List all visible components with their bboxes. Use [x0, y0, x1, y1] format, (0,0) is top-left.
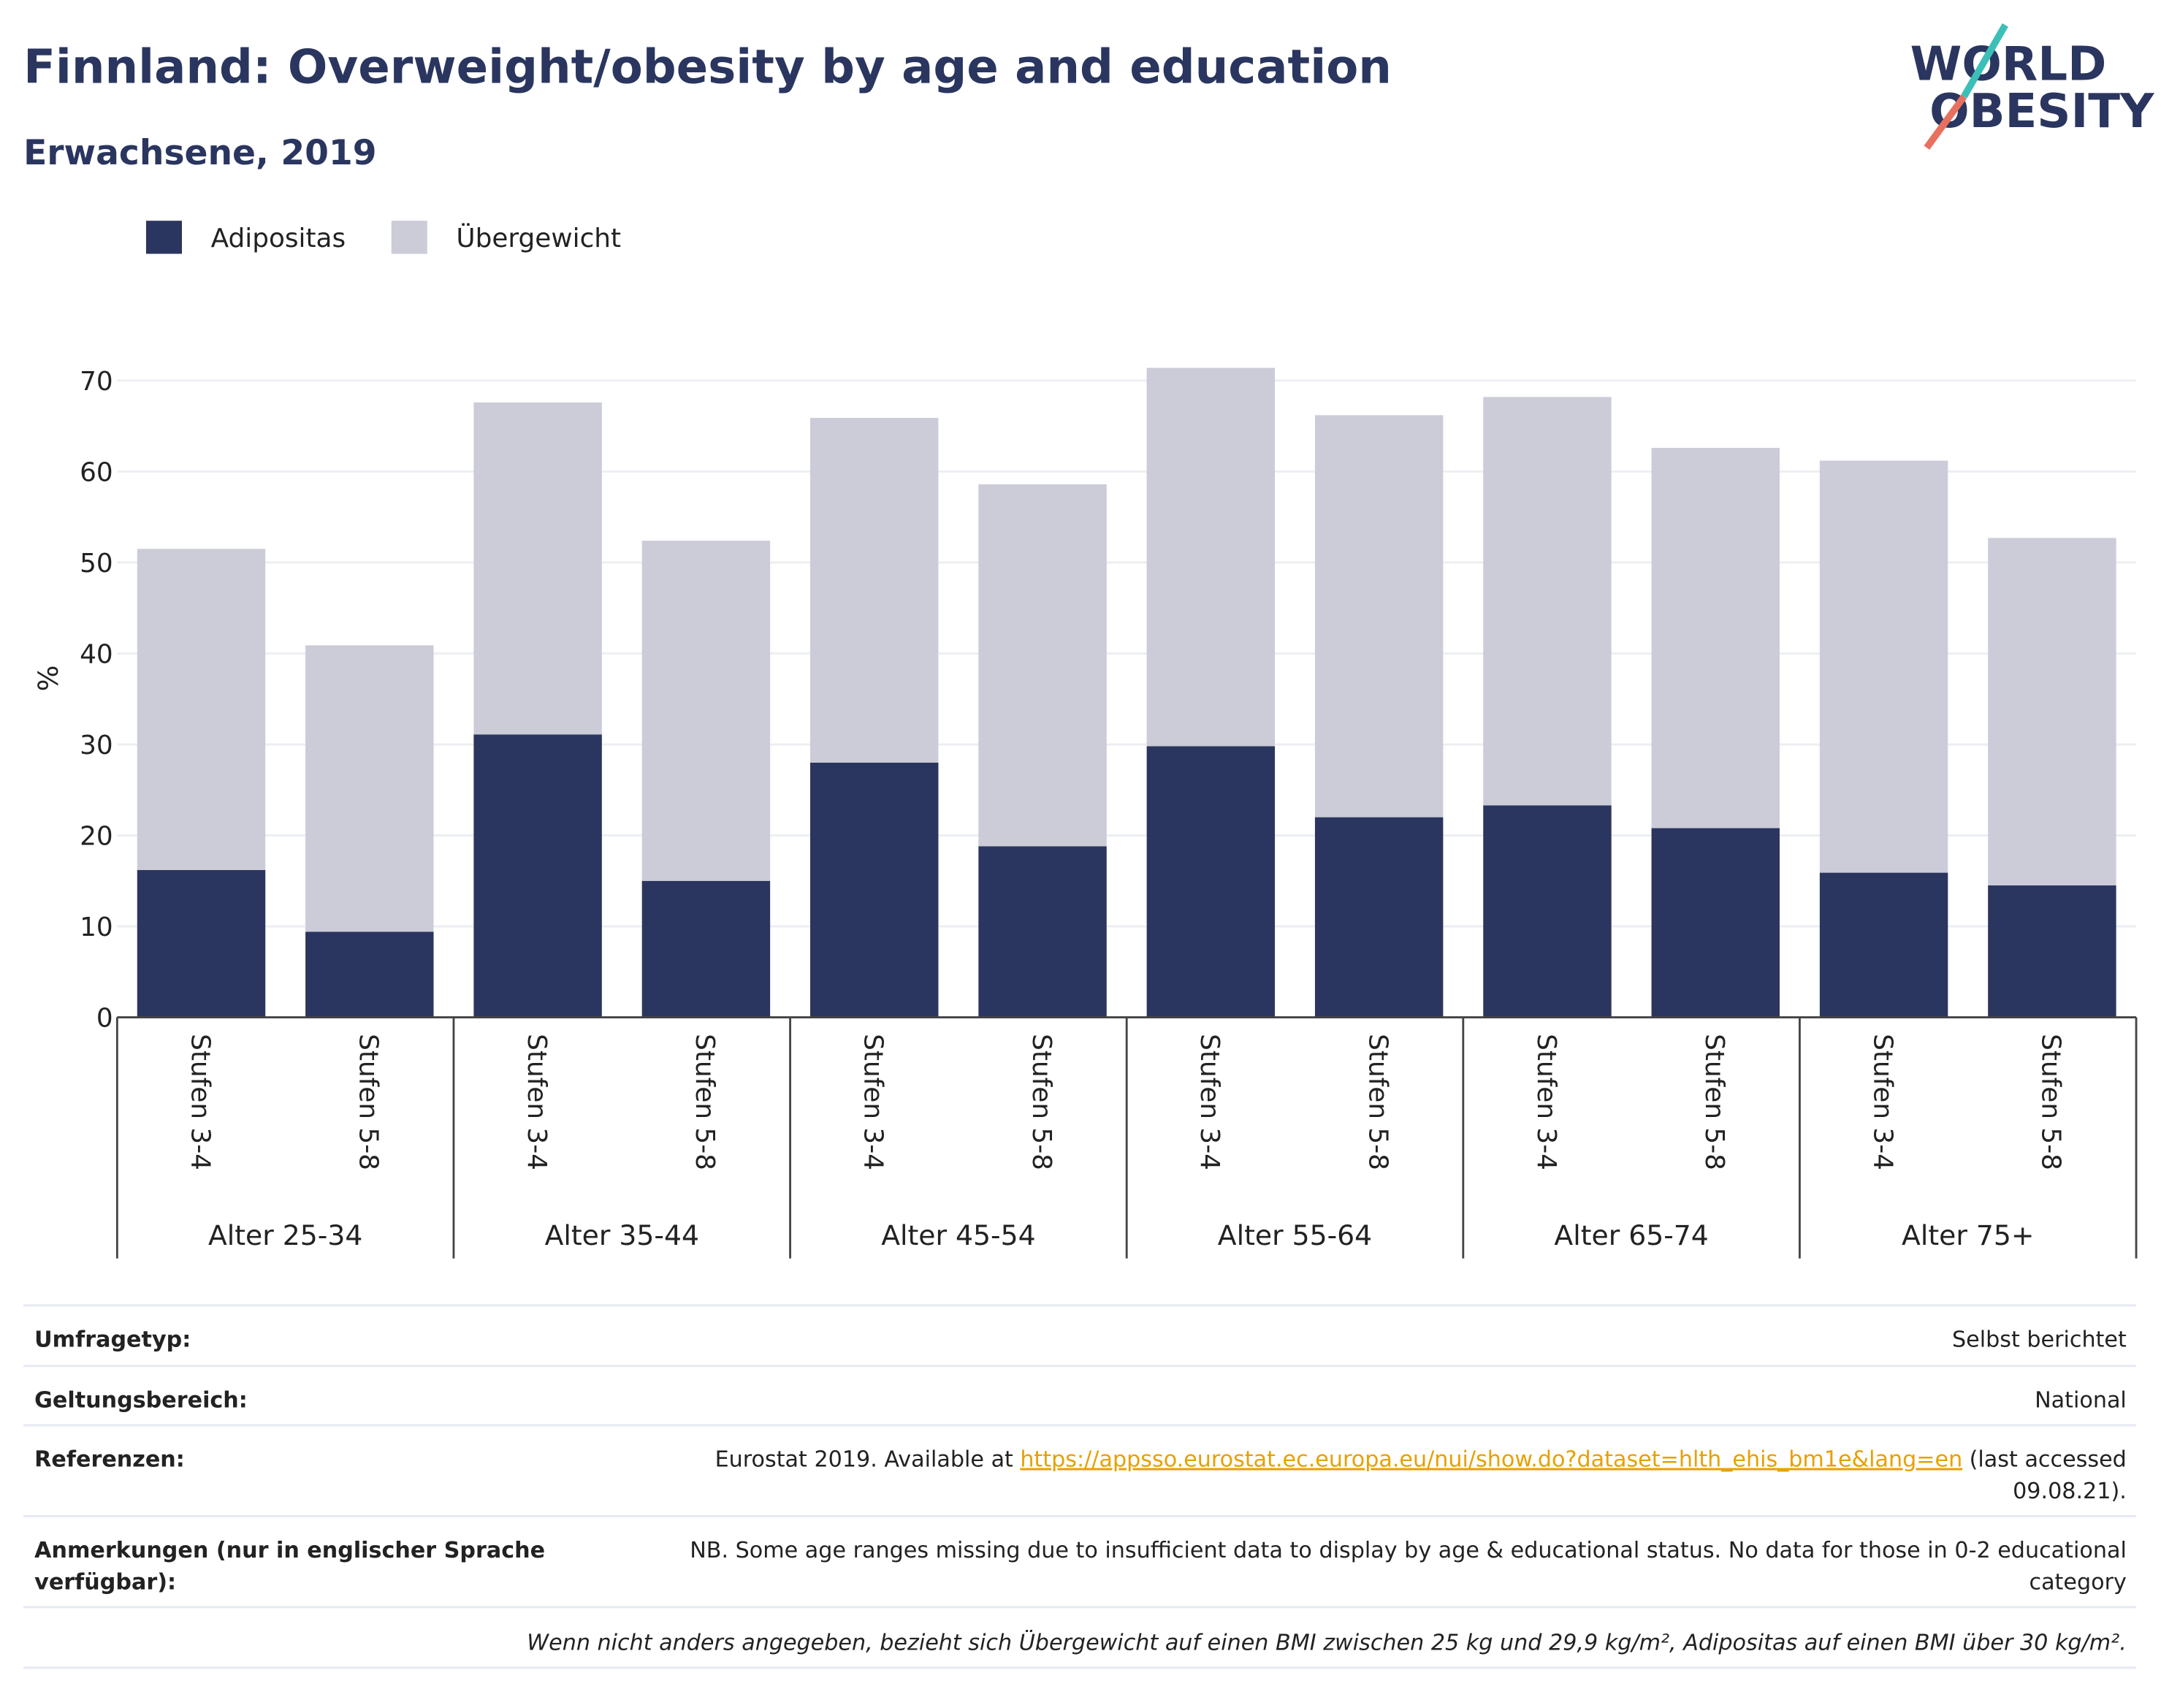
group-label: Alter 25-34 — [208, 1219, 362, 1251]
bar-segment — [1146, 367, 1276, 747]
group-label: Alter 45-54 — [881, 1219, 1035, 1251]
row-value: category — [2029, 1569, 2126, 1595]
row-label: Referenzen: — [34, 1447, 185, 1473]
bar-segment — [1146, 746, 1276, 1018]
bar-segment — [978, 846, 1107, 1018]
x-tick-label: Stufen 3-4 — [522, 1034, 552, 1170]
bar-segment — [641, 880, 771, 1018]
bar-segment — [305, 645, 434, 932]
bar-segment — [473, 734, 602, 1018]
logo-slash — [1961, 23, 2008, 99]
bar-segment — [1483, 805, 1612, 1018]
y-tick-label: 70 — [80, 367, 113, 397]
y-axis-label: % — [32, 666, 64, 692]
bar-segment — [1651, 448, 1780, 828]
y-tick-label: 20 — [80, 822, 113, 852]
row-value: National — [2035, 1387, 2127, 1413]
bar-segment — [137, 549, 266, 870]
bar-segment — [1819, 872, 1948, 1018]
legend-swatch — [391, 221, 427, 254]
y-tick-label: 30 — [80, 731, 113, 760]
row-value-text: (last accessed — [1970, 1447, 2127, 1473]
y-tick-label: 0 — [96, 1004, 113, 1034]
bar-segment — [1988, 885, 2116, 1018]
bar-segment — [978, 484, 1107, 847]
row-value: Eurostat 2019. Available at https://appss… — [715, 1447, 2127, 1473]
x-tick-label: Stufen 3-4 — [1194, 1034, 1224, 1170]
group-label: Alter 35-44 — [545, 1219, 699, 1251]
x-tick-label: Stufen 5-8 — [1026, 1034, 1056, 1170]
y-tick-label: 10 — [80, 912, 113, 942]
row-label: Geltungsbereich: — [34, 1387, 248, 1413]
row-value: 09.08.21). — [2013, 1479, 2127, 1504]
chart-subtitle: Erwachsene, 2019 — [23, 133, 377, 173]
bar-segment — [473, 402, 602, 735]
x-tick-label: Stufen 5-8 — [2036, 1034, 2066, 1170]
bar-segment — [1314, 817, 1444, 1018]
x-tick-label: Stufen 5-8 — [1699, 1034, 1729, 1170]
x-tick-label: Stufen 5-8 — [354, 1034, 384, 1170]
bar-segment — [137, 869, 266, 1018]
group-label: Alter 55-64 — [1218, 1219, 1372, 1251]
legend-swatch — [145, 221, 183, 254]
footnote: Wenn nicht anders angegeben, bezieht sic… — [527, 1628, 2127, 1655]
row-value-text: Eurostat 2019. Available at — [715, 1447, 1013, 1473]
bar-segment — [1988, 538, 2116, 886]
bar-segment — [1314, 415, 1444, 817]
bar-segment — [1483, 397, 1612, 806]
bar-segment — [810, 762, 939, 1018]
row-label: Anmerkungen (nur in englischer Sprache — [34, 1538, 545, 1563]
bar-segment — [1819, 460, 1948, 873]
row-label: verfügbar): — [34, 1569, 176, 1595]
logo-text: WORLD — [1910, 37, 2107, 92]
group-label: Alter 75+ — [1902, 1219, 2034, 1251]
bar-segment — [810, 418, 939, 763]
x-tick-label: Stufen 3-4 — [1867, 1034, 1897, 1170]
logo-slash — [1924, 94, 1967, 150]
x-tick-label: Stufen 3-4 — [858, 1034, 888, 1170]
y-tick-label: 50 — [80, 549, 113, 579]
reference-link[interactable]: https://appsso.eurostat.ec.europa.eu/nui… — [1020, 1447, 1962, 1473]
legend-label: Übergewicht — [456, 223, 621, 253]
legend-label: Adipositas — [211, 224, 346, 253]
row-value: NB. Some age ranges missing due to insuf… — [690, 1538, 2127, 1563]
x-tick-label: Stufen 3-4 — [1531, 1034, 1561, 1170]
row-label: Umfragetyp: — [34, 1327, 191, 1352]
bar-segment — [305, 931, 434, 1018]
row-value: Selbst berichtet — [1952, 1327, 2127, 1352]
x-tick-label: Stufen 3-4 — [185, 1034, 215, 1170]
x-tick-label: Stufen 5-8 — [690, 1034, 720, 1170]
group-label: Alter 65-74 — [1554, 1219, 1708, 1251]
y-tick-label: 40 — [80, 640, 113, 670]
chart-title: Finnland: Overweight/obesity by age and … — [23, 40, 1392, 95]
x-tick-label: Stufen 5-8 — [1362, 1034, 1392, 1170]
bar-segment — [1651, 828, 1780, 1018]
bar-segment — [641, 541, 771, 881]
y-tick-label: 60 — [80, 458, 113, 488]
